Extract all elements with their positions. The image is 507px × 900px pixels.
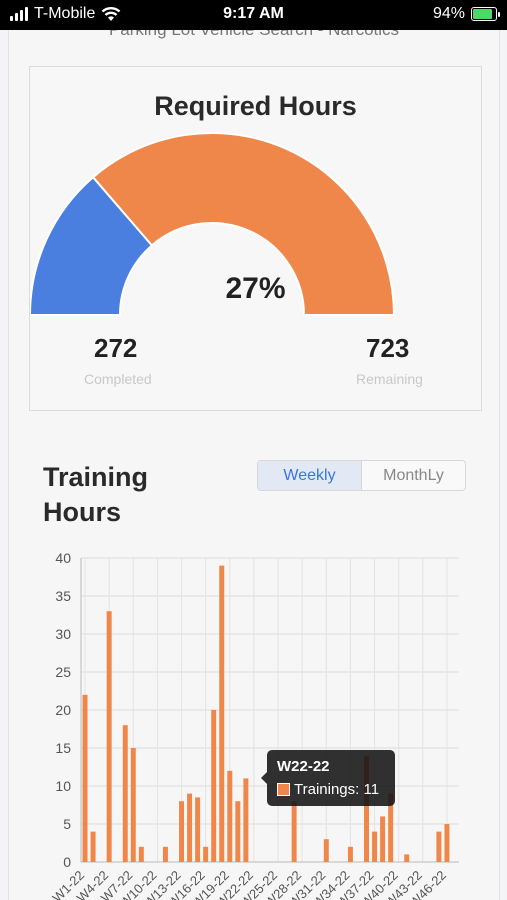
- chart-bar: [372, 831, 378, 862]
- y-tick-label: 20: [55, 702, 71, 718]
- chart-bar: [219, 565, 225, 862]
- chart-bar: [195, 797, 201, 862]
- chart-tooltip: W22-22 Trainings: 11: [261, 750, 395, 806]
- y-tick-label: 10: [55, 778, 71, 794]
- y-tick-label: 35: [55, 588, 71, 604]
- carrier-label: T-Mobile: [34, 5, 96, 22]
- chart-bar: [404, 854, 410, 862]
- chart-bar: [122, 725, 128, 862]
- chart-bar: [211, 710, 217, 862]
- chart-bar: [187, 793, 193, 862]
- y-tick-label: 5: [63, 816, 71, 832]
- chart-bar: [444, 824, 450, 862]
- chart-bar: [162, 846, 168, 862]
- chart-bar: [90, 831, 96, 862]
- previous-item-title: Parking Lot Vehicle Search - Narcotics: [9, 30, 499, 40]
- chart-bar: [130, 748, 136, 862]
- chart-bar: [364, 755, 370, 862]
- period-toggle: Weekly MonthLy: [257, 460, 466, 491]
- wifi-icon: [102, 7, 121, 21]
- chart-bar: [347, 846, 353, 862]
- remaining-value: 723: [366, 333, 410, 363]
- tooltip-title: W22-22: [277, 758, 330, 775]
- chart-bar: [388, 793, 394, 862]
- monthly-tab[interactable]: MonthLy: [383, 467, 444, 484]
- scroll-content[interactable]: Parking Lot Vehicle Search - Narcotics R…: [8, 30, 500, 900]
- chart-bar: [203, 846, 209, 862]
- chart-bar: [436, 831, 442, 862]
- tooltip-swatch: [277, 783, 290, 796]
- required-hours-gauge: [30, 132, 396, 316]
- chart-bar: [227, 770, 233, 862]
- y-tick-label: 25: [55, 664, 71, 680]
- signal-icon: [10, 7, 28, 21]
- y-tick-label: 0: [63, 854, 71, 870]
- weekly-tab[interactable]: Weekly: [258, 461, 362, 490]
- status-bar: T-Mobile 9:17 AM 94%: [0, 0, 507, 30]
- gauge-remaining-segment: [91, 132, 396, 316]
- chart-bar: [179, 801, 185, 862]
- chart-bar: [243, 778, 249, 862]
- chart-bar: [380, 816, 386, 862]
- completed-value: 272: [94, 333, 138, 363]
- tooltip-text: Trainings: 11: [294, 781, 380, 798]
- chart-bar: [106, 611, 112, 862]
- status-time: 9:17 AM: [223, 5, 284, 22]
- battery-percent: 94%: [432, 5, 465, 22]
- remaining-label: Remaining: [356, 371, 423, 387]
- y-tick-label: 30: [55, 626, 71, 642]
- required-hours-card: Required Hours 27% 272 Completed 723 Rem…: [29, 66, 482, 411]
- completed-label: Completed: [84, 371, 152, 387]
- chart-bar: [82, 694, 88, 862]
- chart-bar: [323, 839, 329, 862]
- battery-charging-icon: [471, 7, 500, 21]
- chart-bar: [235, 801, 241, 862]
- chart-bar: [291, 801, 297, 862]
- gauge-percent: 27%: [225, 272, 286, 305]
- y-tick-label: 40: [55, 550, 71, 566]
- training-hours-title: Training Hours: [43, 462, 149, 527]
- y-tick-label: 15: [55, 740, 71, 756]
- required-hours-title: Required Hours: [154, 91, 357, 121]
- training-hours-chart: 0510152025303540W1-22W4-22W7-22W10-22W13…: [49, 550, 459, 900]
- chart-bar: [138, 846, 144, 862]
